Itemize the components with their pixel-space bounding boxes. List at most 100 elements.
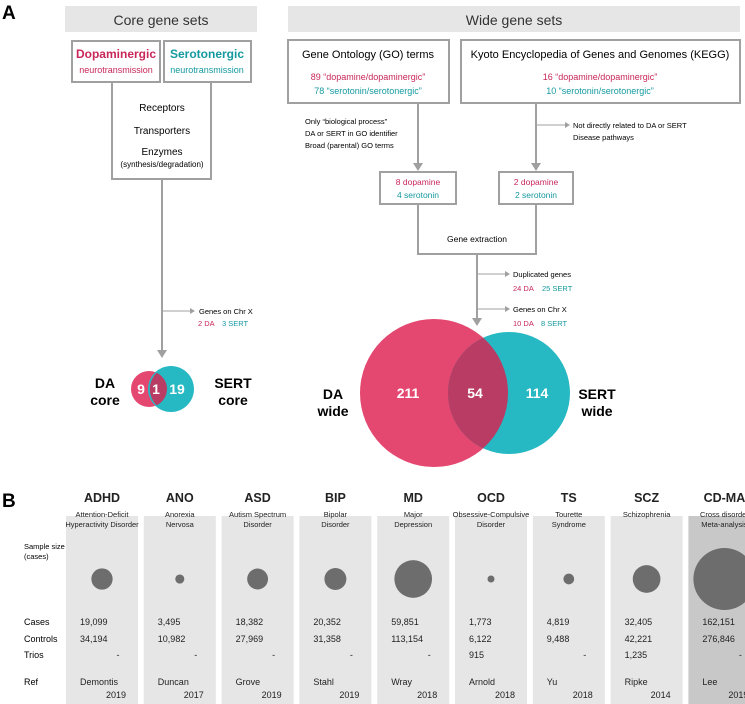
sample-size-circle: [175, 574, 185, 584]
core-sert-label-1: SERT: [214, 375, 252, 391]
extraction-bracket: [417, 204, 537, 255]
sample-size-circle: [247, 568, 269, 590]
disorder-abbr: MD: [403, 491, 422, 505]
wide-sert-label-2: wide: [580, 403, 612, 419]
wide-venn-shared: 54: [467, 385, 483, 401]
disorder-fullname: Major: [404, 510, 423, 519]
disorder-fullname: Attention-Deficit: [76, 510, 130, 519]
disorder-ref: 2019: [728, 690, 745, 700]
sample-size-circle: [324, 568, 347, 590]
disorder-fullname: Anorexia: [165, 510, 195, 519]
go-filter-1: Only “biological process”: [305, 117, 388, 126]
disorder-column-bg: [610, 516, 683, 704]
core-da-label-2: core: [90, 392, 120, 408]
core-item-enzymes: Enzymes: [141, 147, 182, 158]
core-venn-sert-only: 19: [169, 381, 185, 397]
kegg-flow-arrowhead: [531, 163, 541, 171]
dup-sert: 25 SERT: [542, 284, 573, 293]
sample-size-circle: [487, 575, 495, 583]
wide-chrx-da: 10 DA: [513, 319, 534, 328]
wide-chrx-arrowhead: [505, 306, 510, 312]
core-header: Core gene sets: [114, 12, 209, 28]
disorder-value: 20,352: [313, 617, 341, 627]
go-terms-sert: 78 “serotonin/serotonergic”: [314, 86, 422, 96]
extraction-label: Gene extraction: [447, 234, 507, 244]
row-label-trios: Trios: [24, 650, 44, 660]
row-label-controls: Controls: [24, 634, 58, 644]
disorder-abbr: ASD: [244, 491, 270, 505]
disorder-column-bg: [688, 516, 745, 704]
kegg-sert: 10 “serotonin/serotonergic”: [546, 86, 654, 96]
disorder-ref: Demontis: [80, 677, 119, 687]
dup-label: Duplicated genes: [513, 270, 571, 279]
disorder-value: 42,221: [625, 634, 653, 644]
go-terms-title: Gene Ontology (GO) terms: [302, 49, 435, 61]
disorder-fullname: Disorder: [477, 520, 506, 529]
go-filter-3: Broad (parental) GO terms: [305, 141, 394, 150]
kegg-filter-2: Disease pathways: [573, 133, 634, 142]
sample-size-circle: [563, 573, 575, 585]
go-flow-arrowhead: [413, 163, 423, 171]
disorder-abbr: SCZ: [634, 491, 659, 505]
disorder-value: 915: [469, 650, 484, 660]
serotonergic-subtitle: neurotransmission: [170, 65, 244, 75]
core-flow-arrowhead: [157, 350, 167, 358]
disorder-value: -: [739, 650, 742, 660]
disorder-fullname: Disorder: [243, 520, 272, 529]
disorder-fullname: Cross disorder: [700, 510, 745, 519]
disorder-ref: Yu: [547, 677, 558, 687]
disorder-abbr: ANO: [166, 491, 194, 505]
sample-size-circle: [394, 560, 433, 598]
disorder-value: -: [272, 650, 275, 660]
core-chrx-arrowhead: [190, 308, 195, 314]
kegg-box: [460, 39, 741, 104]
disorder-ref: 2019: [262, 690, 282, 700]
disorder-value: -: [583, 650, 586, 660]
disorder-value: 9,488: [547, 634, 570, 644]
disorder-value: 10,982: [158, 634, 186, 644]
disorder-value: 3,495: [158, 617, 181, 627]
disorder-value: 18,382: [236, 617, 264, 627]
disorder-value: 113,154: [391, 634, 423, 644]
sample-size-circle: [693, 548, 745, 610]
wide-header-box: [288, 6, 740, 32]
kegg-result-da: 2 dopamine: [514, 177, 559, 187]
go-filter-2: DA or SERT in GO identifier: [305, 129, 398, 138]
disorder-abbr: BIP: [325, 491, 346, 505]
dup-da: 24 DA: [513, 284, 534, 293]
disorder-value: -: [428, 650, 431, 660]
disorder-fullname: Bipolar: [324, 510, 348, 519]
wide-chrx-label: Genes on Chr X: [513, 305, 567, 314]
panel-a-label: A: [2, 3, 16, 24]
kegg-filter-1: Not directly related to DA or SERT: [573, 121, 687, 130]
row-label-sample-size: Sample size: [24, 542, 65, 551]
serotonergic-box: [163, 40, 252, 83]
core-header-box: [65, 6, 257, 32]
sample-size-circle: [632, 565, 661, 593]
disorder-column-bg: [455, 516, 527, 704]
disorder-value: -: [194, 650, 197, 660]
disorder-fullname: Meta-analysis: [701, 520, 745, 529]
row-label-cases: Cases: [24, 617, 50, 627]
panel-b-label: B: [2, 491, 16, 512]
core-venn-da-only: 9: [137, 381, 145, 397]
disorder-value: 19,099: [80, 617, 108, 627]
kegg-title: Kyoto Encyclopedia of Genes and Genomes …: [471, 49, 730, 61]
wide-venn-overlap: [447, 337, 509, 449]
disorder-value: 1,235: [625, 650, 648, 660]
go-result-box: [379, 171, 457, 205]
wide-da-label-1: DA: [323, 386, 343, 402]
disorder-abbr: CD-MA: [704, 491, 745, 505]
disorder-column-bg: [66, 516, 138, 704]
dopaminergic-title: Dopaminergic: [76, 47, 156, 61]
disorder-ref: Lee: [702, 677, 717, 687]
disorder-ref: 2018: [417, 690, 437, 700]
disorder-ref: Duncan: [158, 677, 189, 687]
disorder-value: 27,969: [236, 634, 264, 644]
disorder-ref: Grove: [236, 677, 261, 687]
